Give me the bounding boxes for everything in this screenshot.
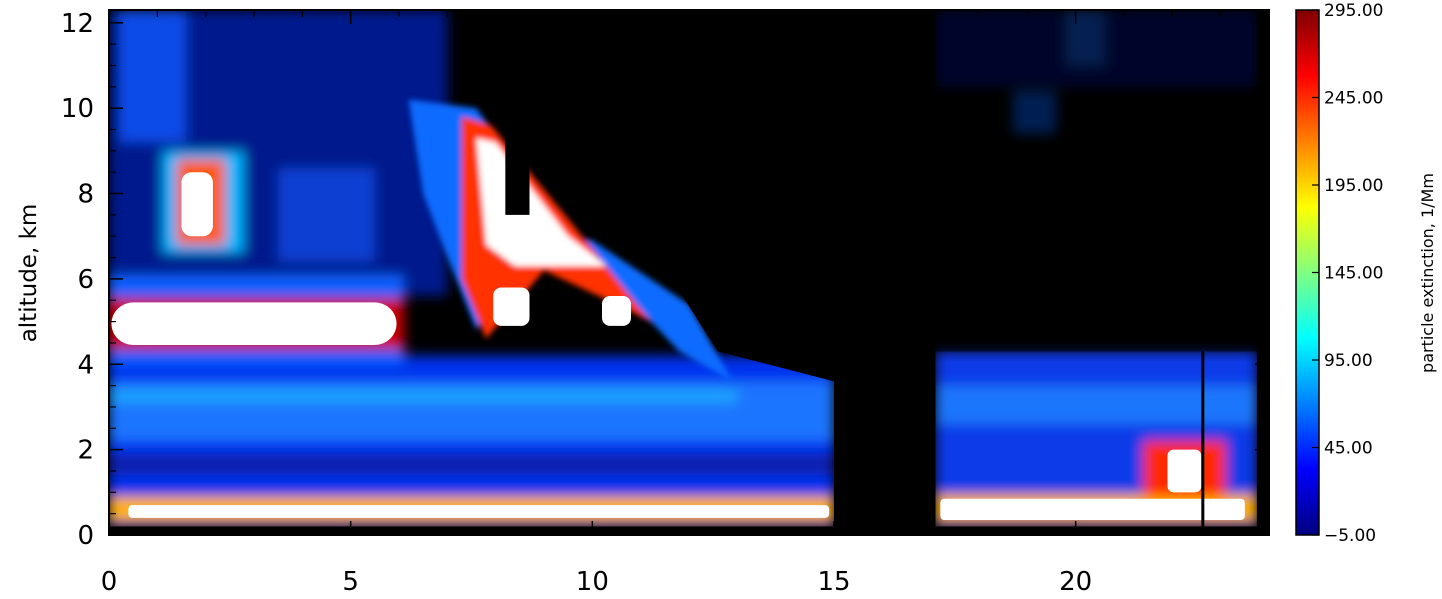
upper-left-plume bbox=[118, 10, 187, 143]
colorbar-tick-label: 195.00 bbox=[1324, 176, 1383, 196]
no-data-region bbox=[834, 10, 936, 535]
colorbar-tick-label: 245.00 bbox=[1324, 89, 1383, 109]
mid-left-haze bbox=[278, 167, 375, 262]
no-data-region bbox=[1256, 10, 1269, 535]
x-tick-label: 5 bbox=[342, 567, 359, 597]
y-axis-title: altitude, km bbox=[16, 204, 42, 343]
colorbar-tick-label: 45.00 bbox=[1324, 439, 1373, 459]
x-tick-label: 10 bbox=[576, 567, 609, 597]
clean-gap bbox=[109, 453, 834, 476]
colorbar-ticks: 295.00 245.00 195.00 145.00 95.00 45.00 −5.00 bbox=[1312, 1, 1383, 546]
y-tick-label: 4 bbox=[77, 350, 94, 380]
y-tick-label: 2 bbox=[77, 436, 94, 466]
heatmap-field bbox=[109, 10, 1269, 535]
x-tick-label: 15 bbox=[817, 567, 850, 597]
boundary-layer-core bbox=[128, 505, 830, 518]
cloud-puff-1 bbox=[493, 287, 530, 326]
x-tick-label: 20 bbox=[1059, 567, 1092, 597]
colorbar-title: particle extinction, 1/Mm bbox=[1418, 173, 1437, 373]
x-tick-label: 0 bbox=[101, 567, 118, 597]
colorbar-tick-label: −5.00 bbox=[1324, 526, 1376, 546]
y-tick-label: 8 bbox=[77, 180, 94, 210]
y-axis: 0 2 4 6 8 10 12 bbox=[61, 9, 1269, 551]
colorbar-tick-label: 95.00 bbox=[1324, 351, 1373, 371]
no-data-region bbox=[529, 10, 834, 382]
no-data-region bbox=[505, 10, 530, 215]
right-boundary-layer-core bbox=[940, 498, 1245, 521]
colorbar-tick-label: 295.00 bbox=[1324, 1, 1383, 21]
y-tick-label: 10 bbox=[61, 94, 94, 124]
y-tick-label: 6 bbox=[77, 265, 94, 295]
sparse-region bbox=[935, 10, 1257, 352]
cloud-core bbox=[181, 172, 213, 237]
x-axis: 0 5 10 15 20 bbox=[101, 10, 1270, 597]
saturated-cores bbox=[111, 172, 1245, 521]
y-tick-label: 0 bbox=[77, 521, 94, 551]
plume-core bbox=[1167, 449, 1202, 493]
cloud-puff-2 bbox=[602, 295, 631, 326]
right-aerosol-band bbox=[935, 385, 1257, 425]
aerosol-band-bright bbox=[109, 389, 738, 403]
elevated-layer-core bbox=[111, 302, 397, 346]
gap-line bbox=[1201, 351, 1205, 535]
y-tick-label: 12 bbox=[61, 9, 94, 39]
colorbar-tick-label: 145.00 bbox=[1324, 264, 1383, 284]
